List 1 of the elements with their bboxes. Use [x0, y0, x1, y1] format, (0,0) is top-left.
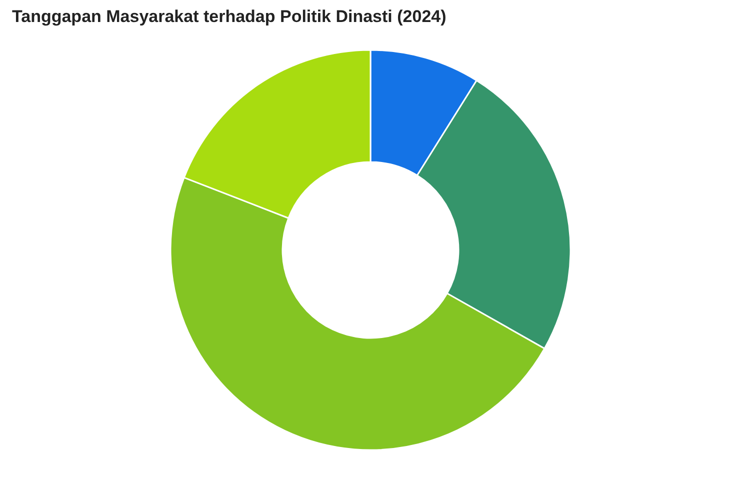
chart-title: Tanggapan Masyarakat terhadap Politik Dinasti (2024)	[12, 7, 446, 26]
